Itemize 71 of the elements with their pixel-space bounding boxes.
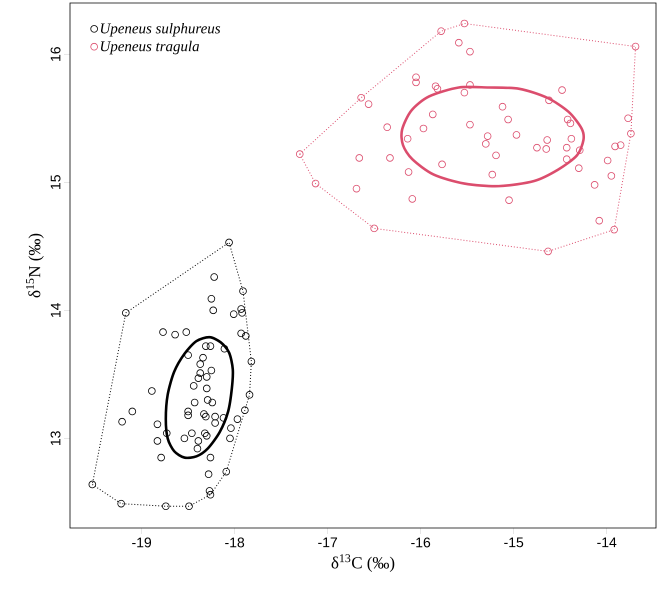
- point: [568, 134, 576, 143]
- point: [404, 168, 412, 176]
- point: [355, 154, 364, 162]
- point: [545, 96, 553, 104]
- legend-label: Upeneus tragula: [100, 40, 200, 54]
- point: [564, 116, 572, 124]
- x-tick-label: -18: [225, 538, 244, 548]
- point: [364, 100, 372, 108]
- point: [466, 120, 474, 128]
- point: [505, 196, 513, 204]
- legend-label: Upeneus sulphureus: [100, 22, 220, 36]
- point: [484, 132, 492, 140]
- x-tick-label: -19: [132, 538, 152, 548]
- point: [466, 81, 474, 89]
- point: [408, 195, 416, 203]
- point: [504, 116, 512, 124]
- point: [412, 78, 420, 86]
- point: [575, 164, 583, 172]
- point: [312, 180, 320, 188]
- point: [434, 85, 442, 93]
- point: [370, 224, 378, 232]
- point: [455, 38, 463, 46]
- point: [512, 131, 520, 139]
- point: [428, 110, 437, 118]
- point: [590, 181, 598, 189]
- point: [624, 114, 632, 122]
- point: [498, 102, 506, 111]
- point: [608, 172, 616, 180]
- point: [488, 170, 496, 178]
- point: [357, 94, 365, 102]
- point: [566, 120, 574, 128]
- y-tick-label: 15: [50, 175, 60, 189]
- point: [460, 20, 468, 28]
- point: [492, 152, 500, 160]
- point: [420, 124, 428, 132]
- point: [386, 154, 394, 162]
- point: [562, 155, 570, 164]
- point: [533, 144, 541, 152]
- point: [437, 27, 445, 35]
- point: [558, 86, 566, 94]
- point: [604, 156, 612, 164]
- point: [404, 134, 412, 143]
- y-tick-label: 16: [50, 47, 60, 61]
- point: [610, 226, 618, 234]
- point: [544, 248, 552, 256]
- point: [627, 130, 635, 138]
- point: [616, 141, 624, 149]
- point: [482, 140, 490, 148]
- point: [432, 82, 440, 90]
- point: [352, 184, 360, 192]
- point: [412, 73, 420, 82]
- x-axis-title: δ$^{13}$C (‰): [332, 554, 394, 572]
- point: [296, 150, 304, 158]
- point: [562, 144, 570, 152]
- y-tick-label: 13: [50, 431, 60, 446]
- point: [632, 42, 640, 50]
- x-tick-label: -14: [597, 538, 616, 548]
- x-tick-label: -16: [411, 538, 430, 548]
- point: [460, 88, 468, 96]
- y-axis-title: δ$^{15}$N (‰): [26, 234, 44, 298]
- point: [542, 145, 550, 153]
- point: [576, 146, 584, 154]
- point: [383, 123, 391, 131]
- point: [543, 136, 551, 144]
- x-tick-label: -15: [504, 538, 524, 548]
- point: [438, 160, 446, 168]
- y-tick-label: 14: [50, 302, 60, 318]
- point: [595, 216, 604, 224]
- point: [466, 48, 474, 56]
- point: [611, 142, 619, 150]
- x-tick-label: -17: [318, 538, 338, 548]
